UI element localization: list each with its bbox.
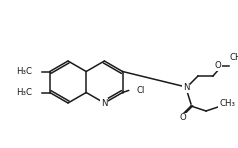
Text: Cl: Cl [137, 86, 145, 95]
Text: CH₃: CH₃ [229, 53, 238, 62]
Text: H₃C: H₃C [16, 88, 32, 97]
Text: CH₃: CH₃ [219, 99, 235, 108]
Text: O: O [180, 114, 186, 123]
Text: N: N [183, 83, 189, 92]
Text: H₃C: H₃C [16, 67, 32, 76]
Text: N: N [101, 99, 108, 107]
Text: O: O [215, 62, 221, 70]
